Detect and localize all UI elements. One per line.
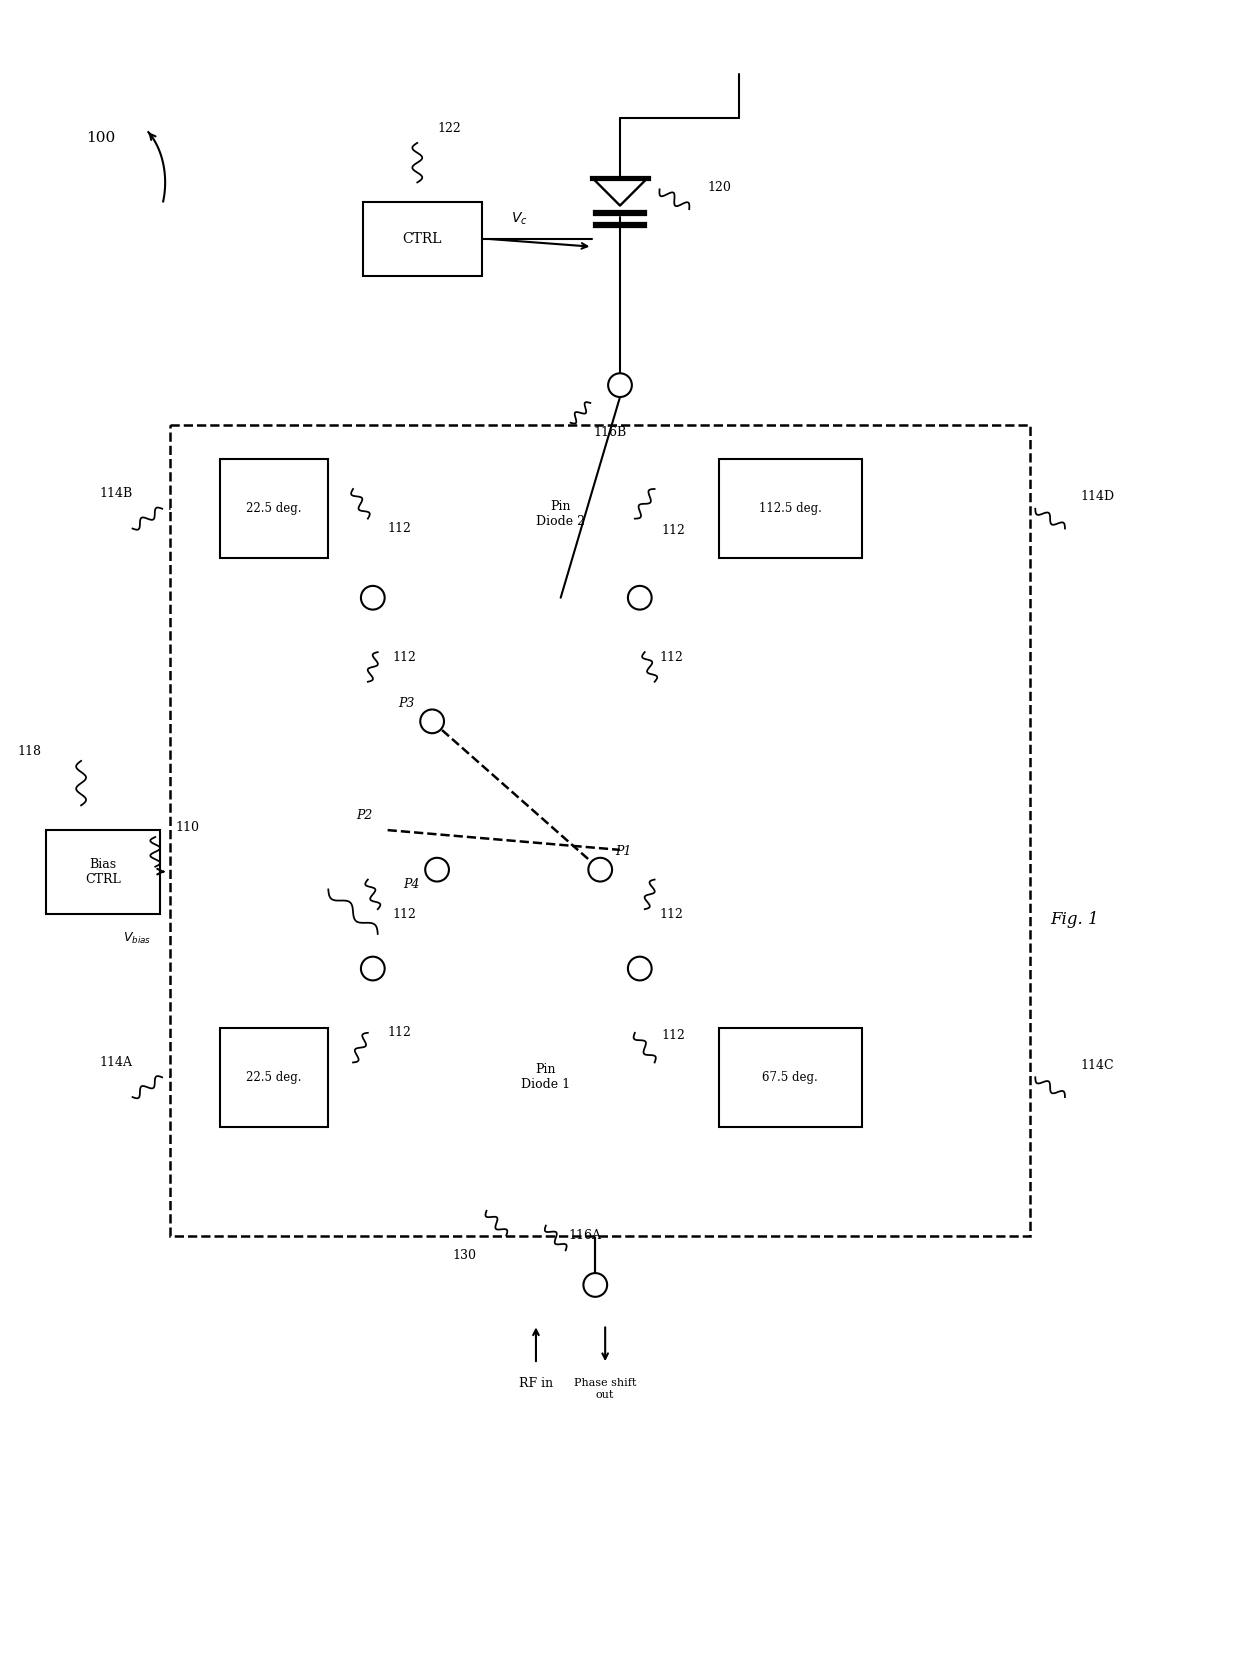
Text: 114C: 114C	[1081, 1059, 1115, 1071]
Text: 22.5 deg.: 22.5 deg.	[247, 502, 301, 515]
Text: 116A: 116A	[569, 1229, 601, 1242]
Circle shape	[627, 957, 652, 981]
Text: RF in: RF in	[518, 1377, 553, 1390]
Text: 122: 122	[436, 121, 461, 134]
Circle shape	[608, 373, 632, 396]
Text: 112: 112	[661, 1029, 686, 1043]
Bar	[219, 1028, 329, 1127]
Bar	[219, 460, 329, 557]
Text: Pin
Diode 1: Pin Diode 1	[521, 1063, 570, 1091]
Text: 112: 112	[660, 908, 683, 920]
Text: 110: 110	[175, 821, 200, 834]
Text: $V_c$: $V_c$	[511, 210, 528, 227]
Text: $V_{bias}$: $V_{bias}$	[123, 932, 151, 947]
Text: 67.5 deg.: 67.5 deg.	[763, 1071, 818, 1085]
Circle shape	[425, 858, 449, 881]
Bar	[719, 460, 862, 557]
Text: 22.5 deg.: 22.5 deg.	[247, 1071, 301, 1085]
Text: 118: 118	[17, 744, 42, 757]
Text: Pin
Diode 2: Pin Diode 2	[536, 500, 585, 527]
Text: Phase shift
out: Phase shift out	[574, 1378, 636, 1400]
Text: CTRL: CTRL	[403, 232, 441, 245]
Text: 112: 112	[661, 524, 686, 537]
Text: P3: P3	[398, 697, 414, 710]
Bar	[170, 425, 1030, 1236]
Text: Fig. 1: Fig. 1	[1050, 910, 1099, 927]
Text: 112: 112	[393, 650, 417, 663]
Text: P4: P4	[403, 878, 419, 892]
Bar	[46, 829, 160, 913]
Circle shape	[588, 858, 613, 881]
Text: 112.5 deg.: 112.5 deg.	[759, 502, 822, 515]
Text: 112: 112	[393, 908, 417, 920]
Text: 116B: 116B	[594, 426, 626, 440]
Circle shape	[420, 710, 444, 734]
Text: 100: 100	[86, 131, 115, 144]
Circle shape	[361, 586, 384, 609]
Text: 120: 120	[707, 181, 730, 193]
Circle shape	[361, 957, 384, 981]
Text: P2: P2	[356, 809, 373, 821]
Circle shape	[583, 1273, 608, 1296]
Text: 112: 112	[660, 650, 683, 663]
Text: 112: 112	[388, 1026, 412, 1039]
Text: Bias
CTRL: Bias CTRL	[86, 858, 120, 885]
Text: 114A: 114A	[99, 1056, 133, 1070]
Text: 114B: 114B	[99, 487, 133, 500]
Bar	[363, 201, 481, 277]
Text: 130: 130	[453, 1249, 476, 1263]
Circle shape	[627, 586, 652, 609]
Text: 112: 112	[388, 522, 412, 536]
Bar	[719, 1028, 862, 1127]
Text: P1: P1	[615, 845, 631, 858]
Text: 114D: 114D	[1080, 490, 1115, 504]
